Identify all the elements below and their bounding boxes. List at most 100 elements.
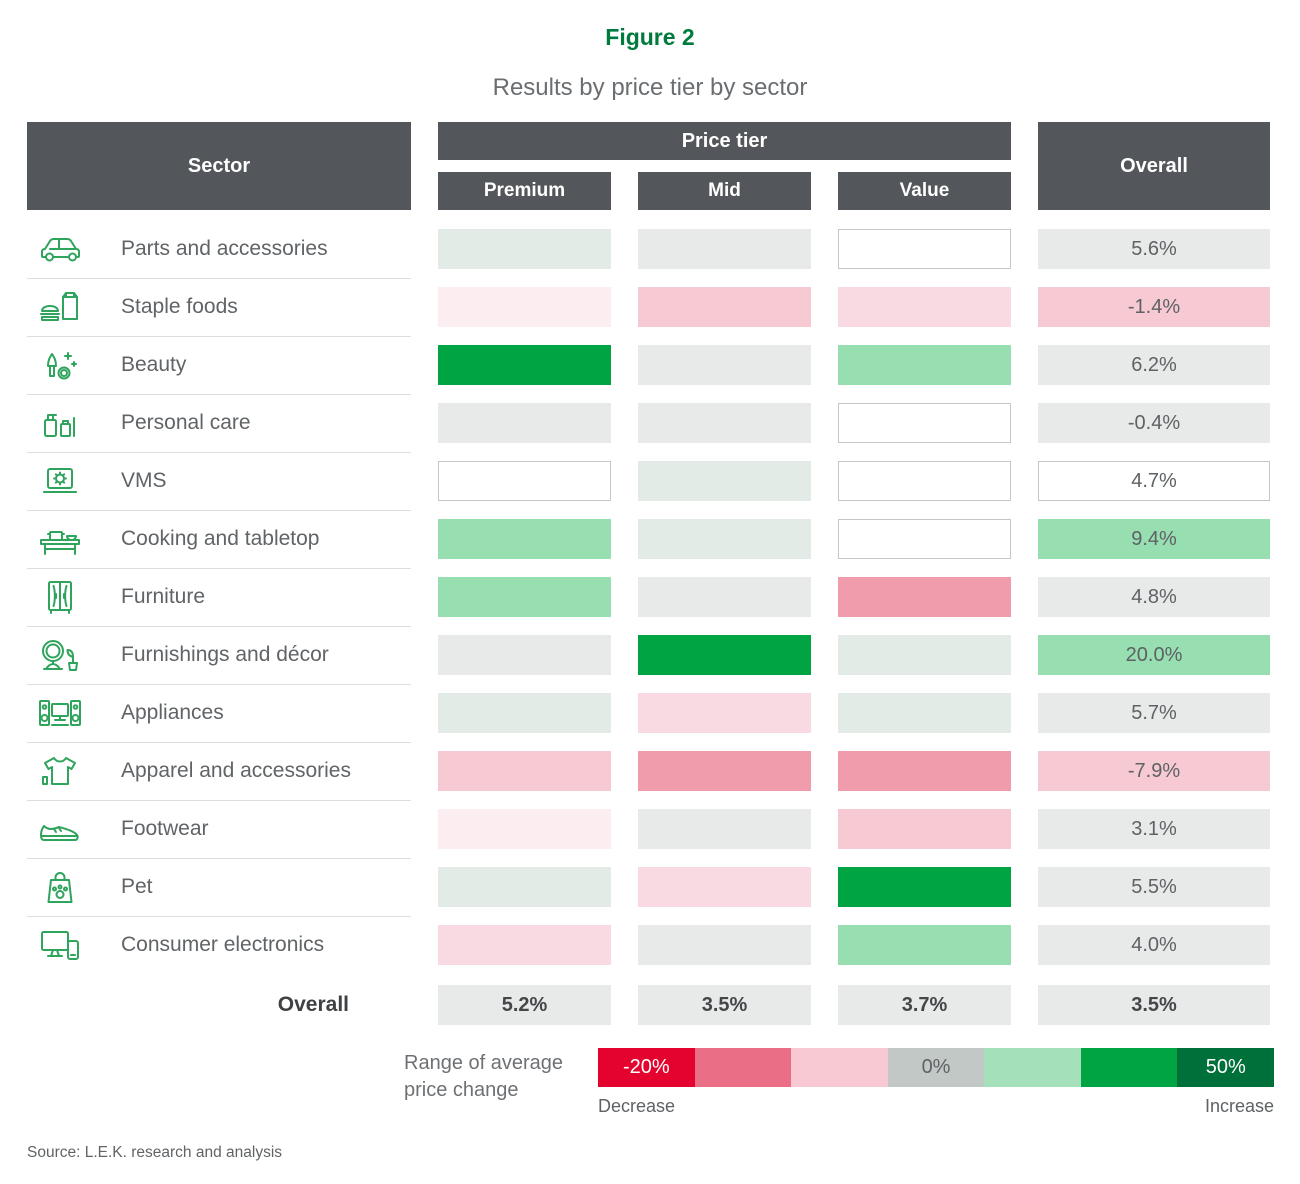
sector-cell: Appliances bbox=[27, 684, 411, 743]
apparel-icon bbox=[29, 751, 91, 791]
car-icon bbox=[29, 229, 91, 269]
sector-cell: Furnishings and décor bbox=[27, 626, 411, 685]
color-legend: Range of average price change -20% 0% 50% … bbox=[404, 1048, 1300, 1117]
table-row: Appliances 5.7% bbox=[27, 684, 1273, 743]
value-cell bbox=[838, 867, 1011, 907]
consumer-electronics-icon bbox=[29, 925, 91, 965]
sector-label: Footwear bbox=[121, 816, 209, 840]
legend-axis: Decrease Increase bbox=[598, 1096, 1274, 1117]
mid-cell bbox=[638, 461, 811, 501]
mid-cell bbox=[638, 403, 811, 443]
premium-cell bbox=[438, 403, 611, 443]
tier-header-value: Value bbox=[838, 172, 1011, 210]
value-cell bbox=[838, 635, 1011, 675]
overall-value-cell: 20.0% bbox=[1038, 635, 1270, 675]
overall-header: Overall bbox=[1038, 122, 1270, 210]
overall-row: Overall 5.2% 3.5% 3.7% 3.5% bbox=[27, 976, 1273, 1034]
mid-cell bbox=[638, 693, 811, 733]
premium-cell bbox=[438, 577, 611, 617]
legend-scale: -20% 0% 50% Decrease Increase bbox=[598, 1048, 1275, 1117]
footwear-icon bbox=[29, 809, 91, 849]
mid-cell bbox=[638, 345, 811, 385]
sector-label: VMS bbox=[121, 468, 167, 492]
sector-cell: Staple foods bbox=[27, 278, 411, 337]
premium-cell bbox=[438, 809, 611, 849]
legend-label: Range of average price change bbox=[404, 1052, 564, 1101]
sector-cell: Pet bbox=[27, 858, 411, 917]
table-row: Footwear 3.1% bbox=[27, 800, 1273, 859]
mid-cell bbox=[638, 635, 811, 675]
vms-icon bbox=[29, 461, 91, 501]
pet-icon bbox=[29, 867, 91, 907]
value-cell bbox=[838, 751, 1011, 791]
table-row: Pet 5.5% bbox=[27, 858, 1273, 917]
overall-value-cell: 3.1% bbox=[1038, 809, 1270, 849]
sector-cell: Apparel and accessories bbox=[27, 742, 411, 801]
value-cell bbox=[838, 519, 1011, 559]
furniture-icon bbox=[29, 577, 91, 617]
sector-cell: Parts and accessories bbox=[27, 220, 411, 279]
table-row: Personal care -0.4% bbox=[27, 394, 1273, 453]
legend-segment-2 bbox=[694, 1048, 792, 1087]
overall-overall-cell: 3.5% bbox=[1038, 985, 1270, 1025]
cooking-tabletop-icon bbox=[29, 519, 91, 559]
mid-cell bbox=[638, 867, 811, 907]
premium-cell bbox=[438, 925, 611, 965]
sector-label: Apparel and accessories bbox=[121, 758, 351, 782]
sector-label: Staple foods bbox=[121, 294, 238, 318]
premium-cell bbox=[438, 519, 611, 559]
value-cell bbox=[838, 925, 1011, 965]
value-cell bbox=[838, 461, 1011, 501]
sector-cell: Cooking and tabletop bbox=[27, 510, 411, 569]
sector-cell: Footwear bbox=[27, 800, 411, 859]
table-row: Staple foods -1.4% bbox=[27, 278, 1273, 337]
overall-value-cell: 5.6% bbox=[1038, 229, 1270, 269]
table-row: Furnishings and décor 20.0% bbox=[27, 626, 1273, 685]
value-cell bbox=[838, 345, 1011, 385]
price-tier-header: Price tier bbox=[438, 122, 1011, 160]
sector-label: Furniture bbox=[121, 584, 206, 608]
premium-cell bbox=[438, 693, 611, 733]
sector-label: Beauty bbox=[121, 352, 187, 376]
tier-columns: Premium Mid Value bbox=[438, 172, 1011, 210]
premium-cell bbox=[438, 229, 611, 269]
overall-value-cell: -1.4% bbox=[1038, 287, 1270, 327]
figure-title: Results by price tier by sector bbox=[492, 74, 808, 101]
source-note: Source: L.E.K. research and analysis bbox=[27, 1144, 283, 1161]
premium-cell bbox=[438, 345, 611, 385]
overall-value-cell: -0.4% bbox=[1038, 403, 1270, 443]
sector-header: Sector bbox=[27, 122, 411, 210]
table-row: Consumer electronics 4.0% bbox=[27, 916, 1273, 974]
sector-cell: Consumer electronics bbox=[27, 916, 411, 974]
legend-bar: -20% 0% 50% bbox=[598, 1048, 1275, 1087]
overall-value-cell: 9.4% bbox=[1038, 519, 1270, 559]
tier-header-premium: Premium bbox=[438, 172, 611, 210]
table-row: Parts and accessories 5.6% bbox=[27, 220, 1273, 279]
premium-cell bbox=[438, 867, 611, 907]
overall-value-cell: 6.2% bbox=[1038, 345, 1270, 385]
value-cell bbox=[838, 809, 1011, 849]
legend-segment-6 bbox=[1080, 1048, 1178, 1087]
sector-cell: Personal care bbox=[27, 394, 411, 453]
figure-label: Figure 2 bbox=[605, 24, 695, 50]
legend-segment-5 bbox=[984, 1048, 1081, 1087]
overall-value-cell: 5.7% bbox=[1038, 693, 1270, 733]
legend-segment-1: -20% bbox=[598, 1048, 695, 1087]
mid-cell bbox=[638, 925, 811, 965]
overall-value-cell: 4.0% bbox=[1038, 925, 1270, 965]
mid-cell bbox=[638, 287, 811, 327]
overall-value-cell: -7.9% bbox=[1038, 751, 1270, 791]
sector-label: Consumer electronics bbox=[121, 933, 325, 956]
overall-value-cell: 4.7% bbox=[1038, 461, 1270, 501]
personal-care-icon bbox=[29, 403, 91, 443]
overall-premium-cell: 5.2% bbox=[438, 985, 611, 1025]
sector-cell: VMS bbox=[27, 452, 411, 511]
table-rows: Parts and accessories 5.6% Staple foods -1.… bbox=[27, 220, 1273, 974]
mid-cell bbox=[638, 519, 811, 559]
sector-label: Pet bbox=[121, 874, 153, 898]
table-row: Apparel and accessories -7.9% bbox=[27, 742, 1273, 801]
premium-cell bbox=[438, 461, 611, 501]
appliances-icon bbox=[29, 693, 91, 733]
value-cell bbox=[838, 403, 1011, 443]
